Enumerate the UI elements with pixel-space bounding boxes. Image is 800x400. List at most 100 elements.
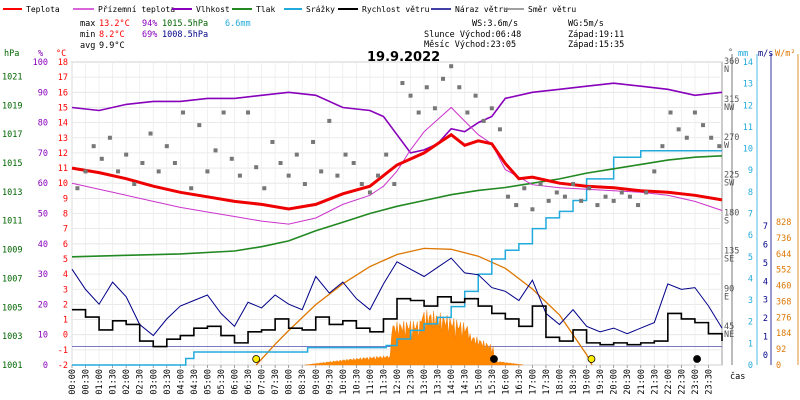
legend-wind-gust: Náraz větru bbox=[455, 5, 508, 14]
tick-mm: 11 bbox=[743, 123, 753, 133]
tick-time: 12:30 bbox=[407, 369, 417, 395]
tick-hpa: 1005 bbox=[2, 303, 22, 313]
tick-time: 21:30 bbox=[650, 369, 660, 395]
tick-time: 04:30 bbox=[190, 369, 200, 395]
tick-mm: 4 bbox=[748, 274, 753, 284]
wind-direction-point bbox=[546, 198, 551, 203]
tick-time: 01:00 bbox=[95, 369, 105, 395]
tick-mm: 12 bbox=[743, 101, 753, 111]
moonset-marker bbox=[490, 355, 498, 363]
wind-direction-point bbox=[652, 169, 657, 174]
stats-min-hum: 69% bbox=[142, 30, 157, 40]
tick-dir: 225 bbox=[724, 171, 739, 181]
tick-wm2: 368 bbox=[776, 297, 791, 307]
wind-direction-point bbox=[156, 169, 161, 174]
tick-time: 10:30 bbox=[352, 369, 362, 395]
wind-direction-point bbox=[603, 194, 608, 199]
stats-max-temp: 13.2°C bbox=[99, 19, 130, 29]
stats-wg: WG:5m/s bbox=[568, 19, 604, 29]
stats-min-press: 1008.5hPa bbox=[162, 30, 208, 40]
tick-mm: 3 bbox=[748, 296, 753, 306]
tick-dir: SW bbox=[724, 179, 735, 189]
wind-direction-point bbox=[172, 161, 177, 165]
tick-time: 00:00 bbox=[68, 369, 78, 395]
wind-direction-point bbox=[424, 85, 429, 90]
wind-gust-series bbox=[71, 257, 723, 337]
axis-unit-dir: ° bbox=[728, 48, 733, 58]
tick-time: 19:30 bbox=[596, 369, 606, 395]
tick-mm: 8 bbox=[748, 188, 753, 198]
wind-direction-point bbox=[587, 186, 592, 191]
wind-direction-point bbox=[709, 135, 714, 140]
tick-hpa: 1013 bbox=[2, 188, 22, 198]
wind-direction-point bbox=[644, 190, 649, 195]
wind-direction-point bbox=[116, 169, 121, 174]
wind-direction-point bbox=[132, 182, 137, 187]
tick-time: 02:00 bbox=[122, 369, 132, 395]
tick-time: 17:30 bbox=[542, 369, 552, 395]
tick-pct: 40 bbox=[38, 240, 48, 250]
tick-mm: 1 bbox=[748, 339, 753, 349]
legend-wind-direction: Směr větru bbox=[528, 5, 576, 14]
tick-time: 05:30 bbox=[217, 369, 227, 395]
tick-time: 03:00 bbox=[149, 369, 159, 395]
series-layer bbox=[71, 64, 723, 366]
wind-direction-point bbox=[554, 190, 559, 195]
tick-degc: 3 bbox=[63, 285, 68, 295]
stats-moonrise: Měsíc Východ:23:05 bbox=[424, 40, 516, 50]
humidity-series bbox=[71, 82, 723, 154]
wind-direction-point bbox=[392, 182, 397, 187]
tick-pct: 50 bbox=[38, 210, 48, 220]
axis-unit-hpa: hPa bbox=[4, 49, 19, 59]
tick-dir: 270 bbox=[724, 133, 739, 143]
tick-hpa: 1015 bbox=[2, 159, 22, 169]
legend-humidity: Vlhkost bbox=[196, 5, 230, 14]
temperature-series bbox=[71, 132, 723, 211]
tick-mm: 2 bbox=[748, 318, 753, 328]
wind-direction-point bbox=[107, 135, 112, 140]
stats-avg-label: avg bbox=[80, 41, 95, 51]
wind-speed-series bbox=[72, 296, 723, 348]
wind-direction-point bbox=[619, 190, 624, 195]
tick-time: 02:30 bbox=[136, 369, 146, 395]
tick-wm2: 184 bbox=[776, 329, 791, 339]
chart-title: 19.9.2022 bbox=[367, 50, 440, 65]
wind-direction-point bbox=[497, 127, 502, 132]
stats-block: max 13.2°C 94% 1015.5hPa 6.6mm min 8.2°C… bbox=[80, 19, 624, 51]
wind-direction-point bbox=[213, 148, 218, 153]
tick-pct: 60 bbox=[38, 179, 48, 189]
wind-direction-point bbox=[522, 186, 527, 191]
wind-direction-point bbox=[286, 173, 291, 178]
tick-time: 18:00 bbox=[556, 369, 566, 395]
wind-direction-point bbox=[457, 85, 462, 90]
tick-mm: 9 bbox=[748, 166, 753, 176]
legend-pressure: Tlak bbox=[256, 5, 275, 14]
wind-direction-point bbox=[181, 110, 186, 115]
tick-pct: 70 bbox=[38, 149, 48, 159]
wind-direction-point bbox=[148, 131, 153, 136]
wind-direction-point bbox=[595, 203, 600, 208]
tick-dir: W bbox=[724, 141, 730, 151]
wind-direction-point bbox=[197, 123, 202, 128]
wind-direction-point bbox=[684, 135, 689, 140]
tick-degc: 13 bbox=[58, 134, 68, 144]
wind-direction-point bbox=[311, 139, 316, 144]
tick-pct: 100 bbox=[33, 58, 48, 68]
stats-sunset: Západ:19:11 bbox=[568, 30, 624, 40]
wind-direction-point bbox=[140, 161, 145, 165]
pressure-series bbox=[71, 155, 723, 258]
tick-time: 22:30 bbox=[677, 369, 687, 395]
legend-temperature: Teplota bbox=[26, 5, 60, 14]
stats-avg-temp: 9.9°C bbox=[99, 41, 125, 51]
tick-time: 09:00 bbox=[312, 369, 322, 395]
wind-direction-point bbox=[530, 207, 535, 212]
stats-ws: WS:3.6m/s bbox=[472, 19, 518, 29]
tick-ms: 3 bbox=[763, 296, 768, 306]
stats-moonset: Západ:15:35 bbox=[568, 40, 624, 50]
wind-direction-point bbox=[660, 144, 665, 149]
tick-wm2: 736 bbox=[776, 234, 791, 244]
tick-mm: 5 bbox=[748, 253, 753, 263]
tick-degc: 9 bbox=[63, 194, 68, 204]
tick-degc: 6 bbox=[63, 240, 68, 250]
